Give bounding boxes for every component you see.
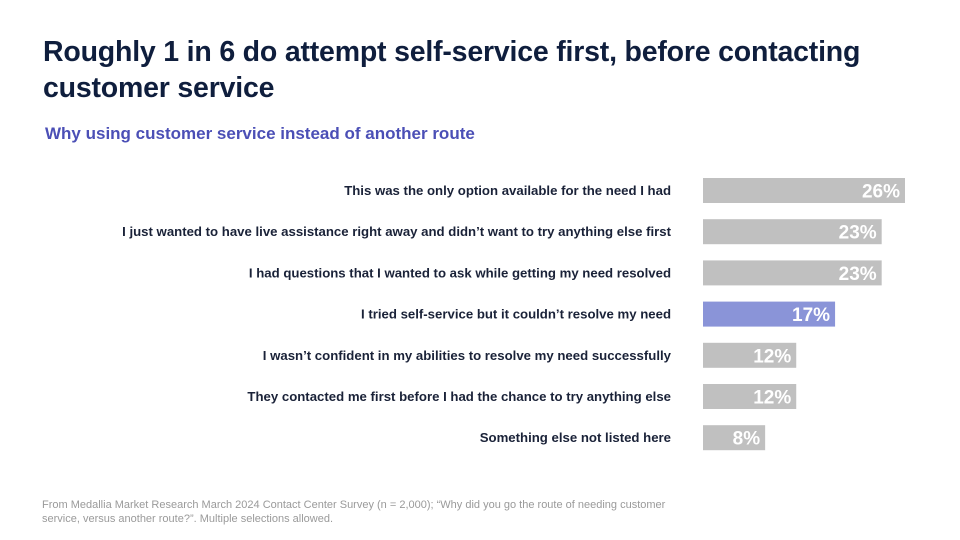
bar-row: This was the only option available for t…	[344, 178, 905, 203]
chart-subtitle: Why using customer service instead of an…	[45, 124, 475, 143]
category-label: This was the only option available for t…	[344, 183, 671, 198]
bar	[703, 219, 882, 245]
bar-row: I wasn’t confident in my abilities to re…	[263, 342, 797, 368]
data-label: 23%	[839, 223, 877, 244]
bar-row: I just wanted to have live assistance ri…	[122, 219, 882, 245]
data-label: 26%	[862, 182, 900, 203]
category-label: I had questions that I wanted to ask whi…	[249, 265, 671, 280]
data-label: 23%	[839, 264, 877, 285]
data-label: 8%	[733, 429, 761, 450]
bar-highlighted	[703, 301, 836, 327]
bar	[703, 178, 905, 203]
category-label: I just wanted to have live assistance ri…	[122, 224, 671, 239]
category-label: Something else not listed here	[480, 430, 671, 445]
category-label: I tried self-service but it couldn’t res…	[361, 307, 671, 322]
slide-title: Roughly 1 in 6 do attempt self-service f…	[43, 36, 861, 104]
bar	[703, 260, 882, 286]
data-label: 17%	[792, 305, 830, 326]
data-label: 12%	[753, 346, 791, 367]
bar-row: I tried self-service but it couldn’t res…	[361, 301, 836, 327]
bar	[703, 384, 797, 409]
data-label: 12%	[753, 388, 791, 409]
bar	[703, 425, 766, 451]
source-footnote: From Medallia Market Research March 2024…	[42, 499, 666, 525]
category-label: I wasn’t confident in my abilities to re…	[263, 348, 672, 363]
bar-row: Something else not listed here 8%	[480, 425, 766, 451]
bar	[703, 342, 797, 368]
category-label: They contacted me first before I had the…	[247, 389, 671, 404]
bar-row: They contacted me first before I had the…	[247, 384, 797, 409]
bar-row: I had questions that I wanted to ask whi…	[249, 260, 882, 286]
